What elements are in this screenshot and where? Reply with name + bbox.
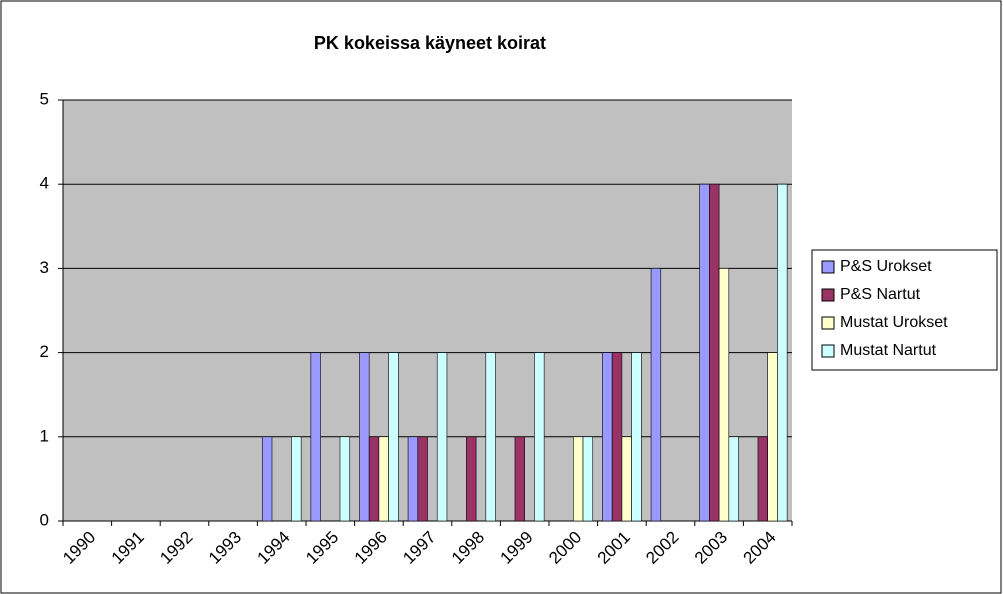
bar — [650, 268, 662, 522]
bar — [485, 352, 496, 522]
legend-label: Mustat Nartut — [840, 342, 937, 359]
legend-label: Mustat Urokset — [840, 314, 948, 331]
bar — [728, 436, 739, 522]
bar — [621, 436, 632, 522]
bar — [534, 352, 545, 522]
bar — [388, 352, 399, 522]
bar — [417, 436, 428, 522]
y-tick-label: 4 — [40, 174, 49, 193]
bar — [757, 436, 768, 522]
bar — [261, 436, 273, 522]
bar — [310, 352, 321, 522]
legend — [811, 249, 998, 371]
bar — [368, 436, 380, 522]
bar — [699, 183, 710, 522]
bar — [777, 183, 788, 522]
bar — [359, 352, 370, 522]
bar — [436, 352, 448, 522]
bar — [767, 352, 778, 522]
y-tick-label: 5 — [40, 89, 49, 108]
legend-swatch — [821, 260, 835, 274]
bar — [602, 352, 613, 522]
bar — [631, 352, 642, 522]
bar — [572, 436, 584, 522]
bar — [466, 436, 477, 522]
bar — [407, 436, 419, 522]
bar — [582, 436, 594, 522]
chart-title: PK kokeissa käyneet koirat — [314, 33, 546, 53]
y-tick-label: 0 — [40, 510, 49, 529]
legend-label: P&S Nartut — [840, 286, 921, 303]
bar — [718, 268, 730, 522]
y-tick-label: 1 — [40, 426, 49, 445]
bar — [611, 352, 623, 522]
bar — [709, 183, 720, 522]
legend-swatch — [821, 288, 835, 302]
legend-label: P&S Urokset — [840, 258, 932, 275]
legend-swatch — [821, 316, 835, 330]
bar — [291, 436, 302, 522]
bar — [514, 436, 525, 522]
bar — [378, 436, 389, 522]
legend-swatch — [821, 344, 835, 358]
y-tick-label: 3 — [40, 258, 49, 277]
bar — [339, 436, 351, 522]
y-tick-label: 2 — [40, 342, 49, 361]
